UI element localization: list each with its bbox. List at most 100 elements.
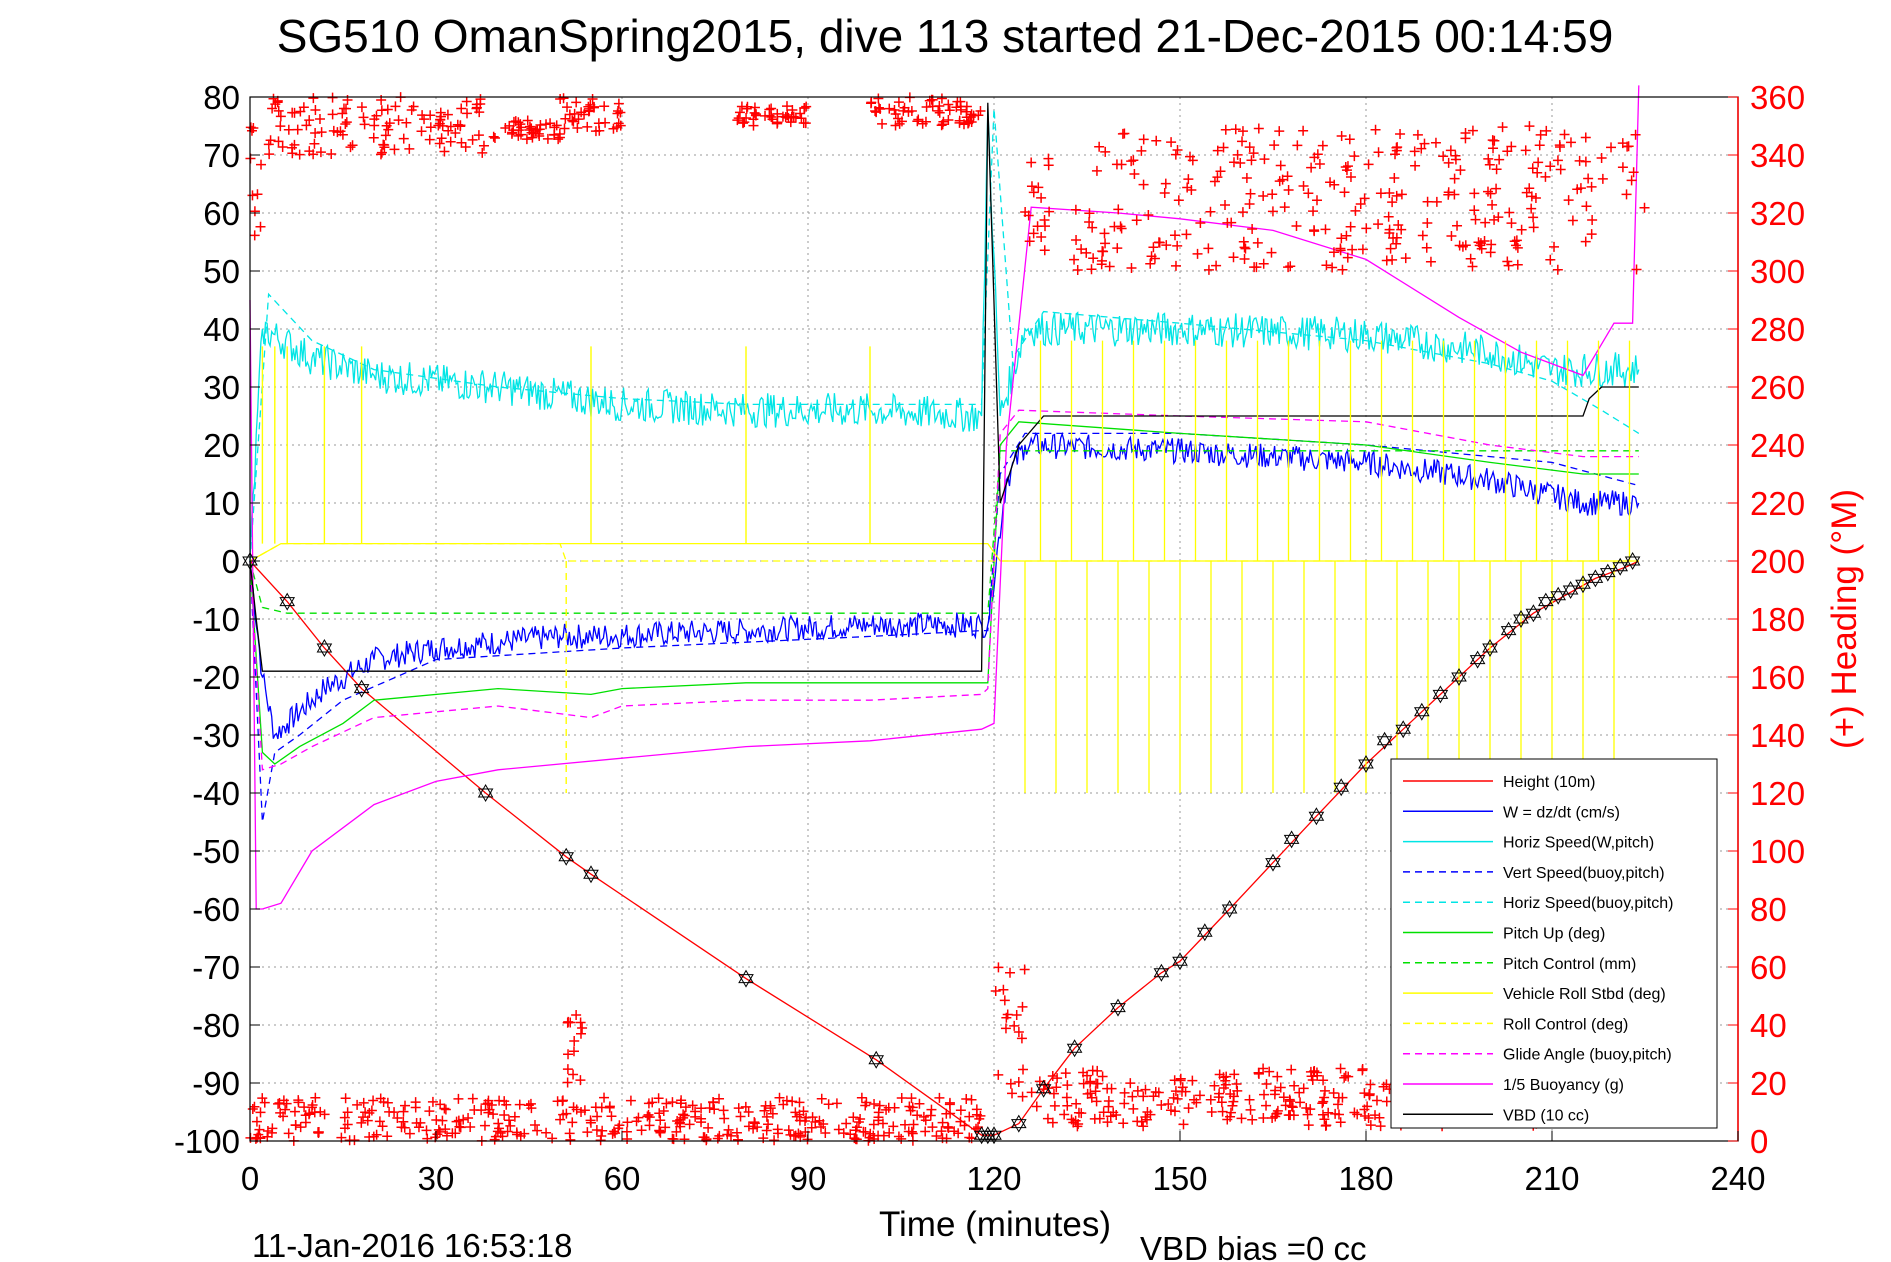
- x-tick-label: 210: [1524, 1160, 1579, 1197]
- heading-point: [1465, 253, 1476, 264]
- heading-point: [1335, 1063, 1346, 1074]
- data-marker: [1153, 963, 1170, 982]
- y2-tick-label: 300: [1750, 253, 1805, 290]
- heading-point: [955, 1105, 966, 1116]
- heading-point: [1298, 125, 1309, 136]
- heading-point: [1148, 242, 1159, 253]
- heading-point: [1467, 261, 1478, 272]
- data-marker: [1432, 685, 1449, 704]
- heading-point: [440, 1104, 451, 1115]
- heading-point: [1302, 1109, 1313, 1120]
- heading-point: [1336, 131, 1347, 142]
- heading-point: [791, 1111, 802, 1122]
- legend-label-glide: Glide Angle (buoy,pitch): [1503, 1047, 1672, 1064]
- heading-point: [567, 1117, 578, 1128]
- heading-point: [1088, 253, 1099, 264]
- heading-point: [722, 1129, 733, 1140]
- heading-point: [555, 1114, 566, 1125]
- heading-point: [1126, 262, 1137, 273]
- heading-point: [790, 1107, 801, 1118]
- heading-point: [1340, 1070, 1351, 1081]
- heading-point: [719, 1113, 730, 1124]
- heading-point: [1384, 188, 1395, 199]
- series-line-pitch: [249, 421, 1639, 765]
- heading-point: [841, 1118, 852, 1129]
- heading-point: [507, 127, 518, 138]
- heading-point: [873, 93, 884, 104]
- heading-point: [1391, 238, 1402, 249]
- heading-point: [1191, 1097, 1202, 1108]
- heading-point: [289, 1106, 300, 1117]
- heading-point: [1474, 240, 1485, 251]
- heading-point: [871, 106, 882, 117]
- data-marker: [1010, 1114, 1027, 1133]
- heading-point: [851, 1122, 862, 1133]
- heading-point: [399, 1122, 410, 1133]
- legend-label-height: Height (10m): [1503, 774, 1595, 791]
- heading-point: [908, 1119, 919, 1130]
- heading-point: [1182, 182, 1193, 193]
- heading-point: [460, 141, 471, 152]
- data-marker: [1308, 807, 1325, 826]
- heading-point: [1275, 160, 1286, 171]
- heading-point: [1049, 1100, 1060, 1111]
- heading-point: [1332, 1099, 1343, 1110]
- heading-point: [1370, 1110, 1380, 1121]
- y-tick-label: -40: [192, 775, 240, 812]
- heading-point: [1230, 124, 1241, 135]
- legend: Height (10m) W = dz/dt (cm/s) Horiz Speed(…: [1390, 758, 1718, 1129]
- heading-point: [723, 1124, 734, 1135]
- heading-point: [532, 1125, 543, 1136]
- heading-point: [275, 111, 286, 122]
- y-tick-label: -80: [192, 1007, 240, 1044]
- series-line-height: [249, 560, 1640, 1136]
- heading-point: [1335, 245, 1346, 256]
- heading-point: [510, 116, 521, 127]
- heading-point: [1526, 191, 1537, 202]
- heading-point: [1320, 1120, 1331, 1131]
- heading-point: [912, 116, 923, 127]
- heading-point: [1512, 242, 1523, 253]
- heading-point: [344, 1135, 355, 1146]
- heading-point: [499, 1109, 510, 1120]
- heading-point: [1112, 243, 1123, 254]
- heading-point: [1510, 240, 1521, 251]
- heading-point: [878, 1130, 889, 1141]
- heading-point: [1245, 188, 1256, 199]
- heading-point: [1206, 1106, 1217, 1117]
- heading-point: [474, 107, 485, 118]
- heading-point: [1541, 125, 1552, 136]
- heading-point: [1533, 157, 1544, 168]
- heading-point: [425, 122, 436, 133]
- heading-point: [1488, 143, 1499, 154]
- heading-point: [1215, 166, 1226, 177]
- heading-point: [341, 117, 352, 128]
- heading-point: [684, 1119, 695, 1130]
- heading-point: [338, 103, 349, 114]
- heading-point: [599, 101, 610, 112]
- heading-point: [255, 1107, 266, 1118]
- heading-point: [521, 134, 532, 145]
- heading-point: [1225, 1107, 1236, 1118]
- heading-point: [1087, 222, 1098, 233]
- heading-point: [437, 1115, 448, 1126]
- heading-point: [553, 134, 564, 145]
- heading-point: [359, 119, 370, 130]
- heading-point: [927, 1122, 938, 1133]
- heading-point: [944, 105, 955, 116]
- heading-point: [709, 1104, 720, 1115]
- heading-point: [1062, 1100, 1073, 1111]
- heading-point: [404, 1128, 415, 1139]
- heading-point: [463, 1112, 474, 1123]
- heading-point: [934, 1092, 945, 1103]
- heading-point: [943, 115, 954, 126]
- heading-point: [476, 1105, 487, 1116]
- heading-point: [442, 109, 453, 120]
- heading-point: [1323, 1107, 1334, 1118]
- heading-point: [1534, 140, 1545, 151]
- heading-point: [1259, 1089, 1270, 1100]
- heading-point: [896, 1133, 907, 1144]
- x-tick-label: 120: [966, 1160, 1021, 1197]
- heading-point: [445, 136, 456, 147]
- heading-point: [400, 1100, 411, 1111]
